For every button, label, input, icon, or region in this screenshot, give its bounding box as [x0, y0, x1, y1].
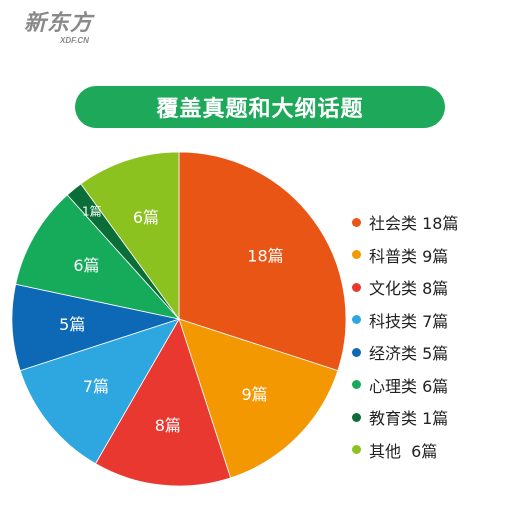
- legend-item-3: 科技类 7篇: [352, 304, 458, 337]
- legend-label-0: 社会类 18篇: [369, 214, 459, 234]
- legend-swatch-5: [352, 380, 361, 390]
- chart-title-banner: 覆盖真题和大纲话题: [75, 86, 445, 128]
- slice-label-6: 1篇: [82, 203, 102, 218]
- legend-item-0: 社会类 18篇: [352, 206, 458, 239]
- pie-labels: 18篇 9篇 8篇 7篇 5篇 6篇 1篇 6篇: [59, 203, 283, 435]
- logo-text: 新东方: [24, 11, 94, 36]
- legend-swatch-1: [352, 250, 361, 260]
- slice-label-1: 9篇: [241, 385, 267, 404]
- pie-slice-7: [80, 151, 180, 321]
- pie-slice-5: [15, 194, 181, 320]
- brand-logo: 新东方 XDF.CN: [24, 11, 94, 46]
- pie-slice-4: [11, 283, 181, 372]
- pie-slice-1: [178, 318, 339, 479]
- legend-label-6: 教育类 1篇: [369, 409, 449, 429]
- legend-label-7: 其他 6篇: [369, 441, 438, 461]
- slice-label-5: 6篇: [73, 256, 99, 275]
- legend-swatch-6: [352, 412, 361, 422]
- pie-slices: [11, 151, 347, 487]
- pie-slice-2: [94, 318, 232, 487]
- legend-swatch-0: [352, 217, 361, 227]
- legend-item-1: 科普类 9篇: [352, 239, 458, 272]
- legend-item-5: 心理类 6篇: [352, 369, 458, 402]
- slice-label-7: 6篇: [133, 208, 159, 227]
- legend-swatch-3: [352, 315, 361, 325]
- slice-label-0: 18篇: [247, 247, 283, 266]
- legend-label-1: 科普类 9篇: [369, 246, 449, 266]
- legend-swatch-4: [352, 347, 361, 357]
- logo-domain: XDF.CN: [60, 36, 89, 45]
- legend-item-7: 其他 6篇: [352, 434, 458, 467]
- slice-label-2: 8篇: [155, 416, 181, 435]
- slice-label-4: 5篇: [59, 315, 85, 334]
- pie-slice-3: [19, 318, 180, 465]
- legend-label-5: 心理类 6篇: [369, 376, 449, 396]
- legend-item-2: 文化类 8篇: [352, 271, 458, 304]
- slice-label-3: 7篇: [83, 377, 109, 396]
- legend-item-4: 经济类 5篇: [352, 336, 458, 369]
- legend-label-2: 文化类 8篇: [369, 279, 449, 299]
- legend-swatch-2: [352, 282, 361, 292]
- legend-label-3: 科技类 7篇: [369, 311, 449, 331]
- chart-legend: 社会类 18篇 科普类 9篇 文化类 8篇 科技类 7篇 经济类 5篇 心理类 6篇 教育类…: [352, 206, 458, 466]
- legend-swatch-7: [352, 445, 361, 455]
- pie-slice-0: [178, 151, 347, 372]
- legend-label-4: 经济类 5篇: [369, 344, 449, 364]
- legend-item-6: 教育类 1篇: [352, 401, 458, 434]
- chart-title: 覆盖真题和大纲话题: [156, 97, 364, 122]
